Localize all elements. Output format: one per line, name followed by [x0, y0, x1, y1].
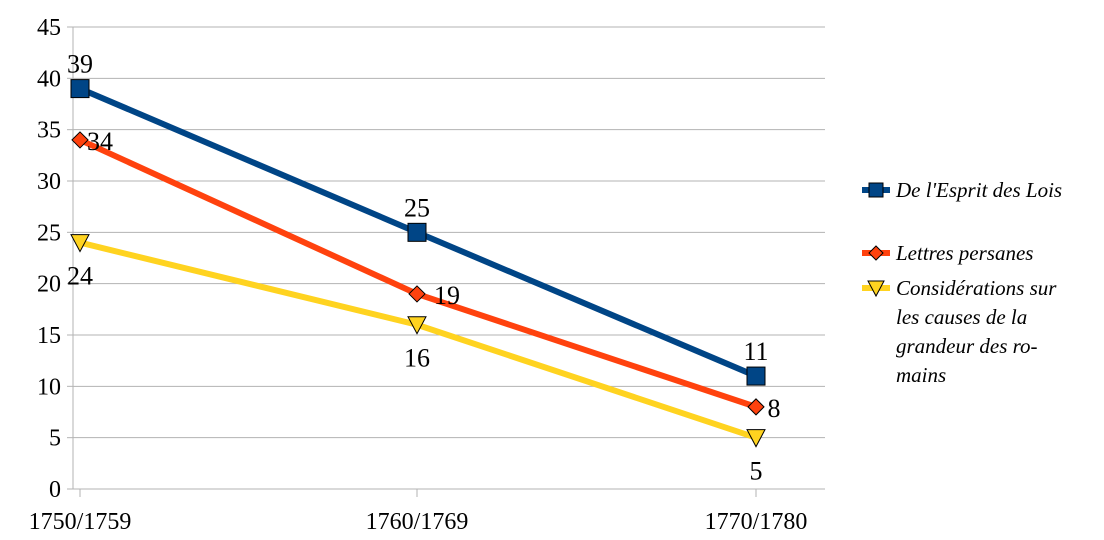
data-label: 25: [404, 193, 430, 222]
x-tick-label: 1750/1759: [29, 509, 132, 535]
y-tick-label: 30: [37, 169, 61, 195]
y-tick-label: 10: [37, 374, 61, 400]
data-label: 11: [743, 337, 768, 366]
y-tick-label: 45: [37, 15, 61, 41]
series-line: [79, 239, 757, 441]
data-label: 19: [434, 281, 460, 310]
y-tick-label: 20: [37, 272, 61, 298]
data-point: [746, 429, 766, 448]
data-label: 8: [768, 394, 781, 423]
y-tick-label: 0: [49, 477, 61, 503]
data-point: [408, 285, 426, 303]
x-tick-label: 1770/1780: [705, 509, 808, 535]
y-tick-label: 35: [37, 118, 61, 144]
legend-label: les causes de la: [896, 305, 1027, 329]
y-tick-label: 40: [37, 66, 61, 92]
legend: De l'Esprit des Lois Lettres persanes Cons…: [862, 178, 1062, 387]
data-point: [407, 222, 427, 242]
gridlines: [73, 26, 825, 439]
axes: 0 5 10 15 20 25 30 35 40 45 1750/1759 1760/1769 1770…: [29, 15, 825, 535]
data-point: [746, 366, 766, 386]
legend-label: mains: [896, 363, 946, 387]
y-tick-label: 5: [49, 426, 61, 452]
data-label: 24: [67, 262, 93, 291]
legend-label: grandeur des ro-: [896, 334, 1038, 358]
legend-marker: [868, 182, 884, 198]
data-point: [747, 398, 765, 416]
legend-marker: [868, 245, 884, 261]
data-point: [71, 131, 89, 149]
data-label: 5: [750, 457, 763, 486]
data-label: 34: [87, 127, 113, 156]
legend-label: Considérations sur: [896, 276, 1057, 300]
x-tick-label: 1760/1769: [366, 509, 469, 535]
legend-marker: [867, 280, 885, 298]
data-label: 39: [67, 50, 93, 79]
legend-label: Lettres persanes: [895, 241, 1033, 265]
data-label: 16: [404, 344, 430, 373]
data-point: [70, 79, 90, 99]
legend-label: De l'Esprit des Lois: [895, 178, 1062, 202]
data-point: [407, 316, 427, 335]
series-group: [70, 79, 766, 448]
y-tick-label: 15: [37, 323, 61, 349]
y-tick-label: 25: [37, 220, 61, 246]
data-point: [70, 234, 90, 253]
data-labels: 39 25 11 34 19 8 24 16 5: [67, 50, 781, 486]
